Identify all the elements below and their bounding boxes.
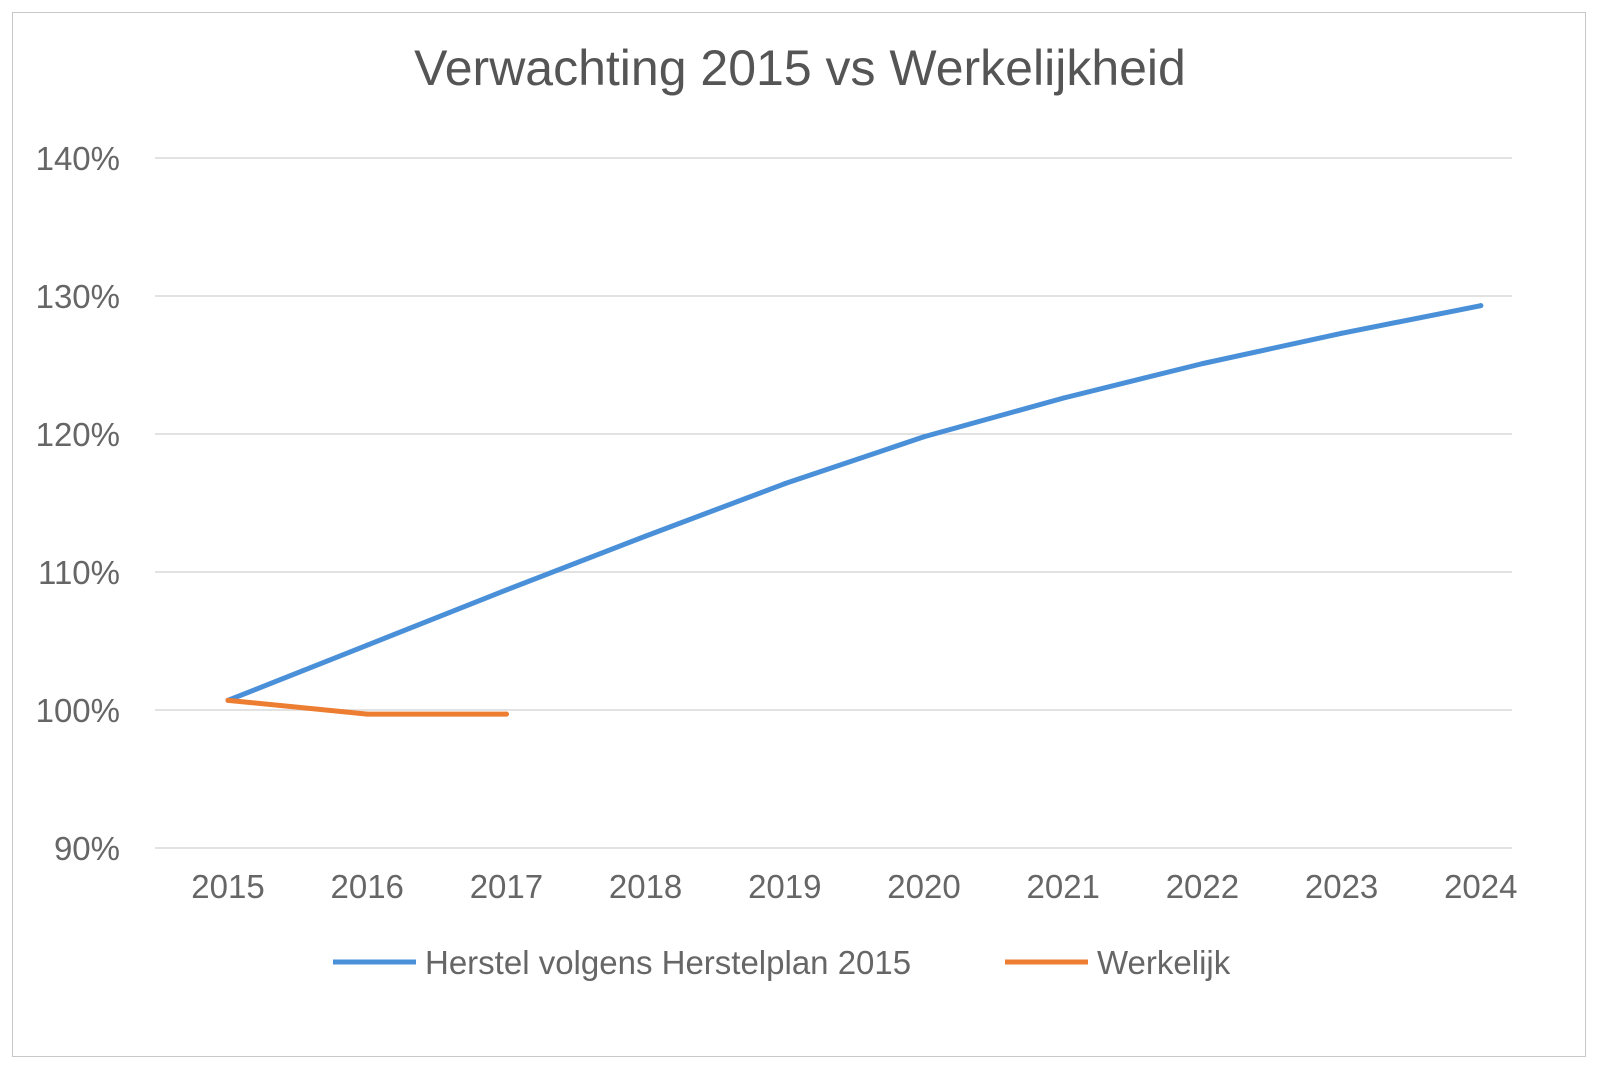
data-point — [643, 533, 649, 539]
x-tick-label: 2016 — [330, 868, 403, 905]
data-point — [1478, 303, 1484, 309]
y-tick-label: 140% — [36, 140, 120, 177]
x-tick-label: 2015 — [191, 868, 264, 905]
legend-label: Herstel volgens Herstelplan 2015 — [425, 944, 911, 981]
data-point — [225, 697, 231, 703]
data-point — [364, 642, 370, 648]
data-point — [921, 434, 927, 440]
y-tick-label: 130% — [36, 278, 120, 315]
data-point — [1199, 361, 1205, 367]
y-tick-label: 90% — [54, 830, 120, 867]
x-axis-tick-labels: 2015 2016 2017 2018 2019 2020 2021 2022 2023 2024 — [191, 868, 1517, 905]
y-tick-label: 100% — [36, 692, 120, 729]
gridlines — [155, 157, 1512, 849]
legend-label: Werkelijk — [1097, 944, 1231, 981]
data-point — [1060, 395, 1066, 401]
x-tick-label: 2023 — [1305, 868, 1378, 905]
y-tick-label: 120% — [36, 416, 120, 453]
x-tick-label: 2017 — [470, 868, 543, 905]
x-tick-label: 2018 — [609, 868, 682, 905]
data-point — [503, 711, 509, 717]
legend: Herstel volgens Herstelplan 2015 Werkelij… — [333, 944, 1231, 981]
data-series — [225, 303, 1484, 717]
data-point — [782, 481, 788, 487]
y-axis-tick-labels: 90% 100% 110% 120% 130% 140% — [36, 140, 120, 867]
chart-title: Verwachting 2015 vs Werkelijkheid — [414, 40, 1186, 96]
data-point — [364, 711, 370, 717]
chart-frame — [12, 12, 1586, 1057]
data-point — [1339, 330, 1345, 336]
x-tick-label: 2022 — [1166, 868, 1239, 905]
x-tick-label: 2021 — [1026, 868, 1099, 905]
y-tick-label: 110% — [38, 554, 120, 591]
x-tick-label: 2020 — [887, 868, 960, 905]
x-tick-label: 2019 — [748, 868, 821, 905]
x-tick-label: 2024 — [1444, 868, 1517, 905]
data-point — [503, 587, 509, 593]
series-line-1 — [225, 303, 1484, 703]
